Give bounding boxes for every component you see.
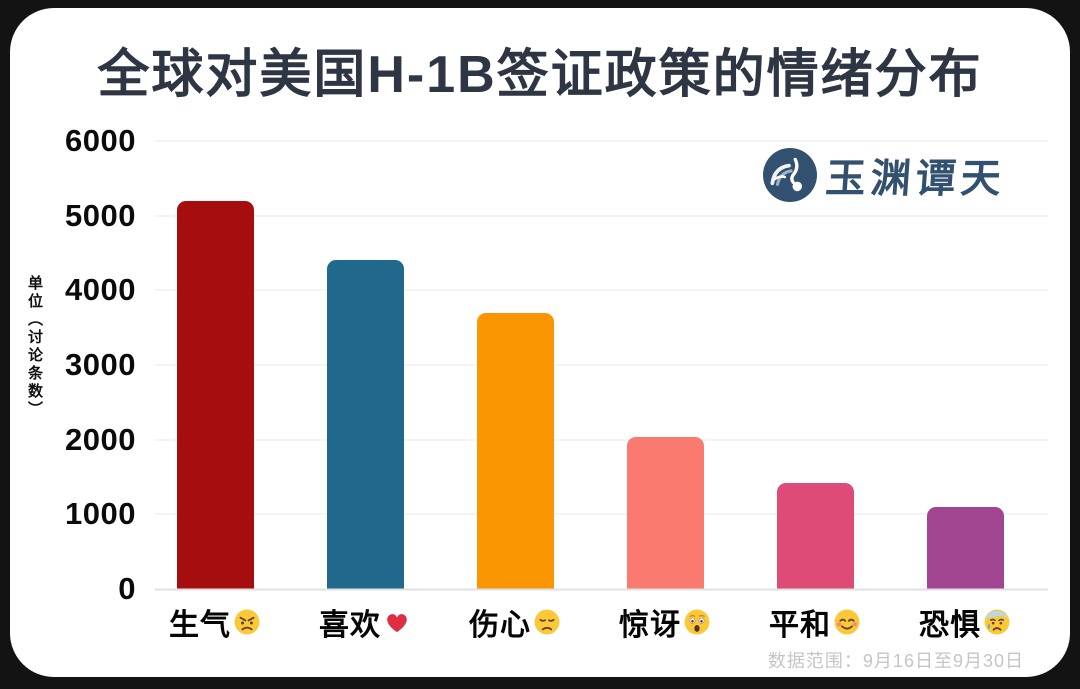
bar-red-heart xyxy=(326,260,404,589)
x-category-label: 惊讶 xyxy=(590,600,740,644)
bar-column-astonished-face: 惊讶 xyxy=(590,141,740,642)
red-heart-emoji-icon xyxy=(383,608,411,636)
category-text-disappointed-face: 伤心 xyxy=(469,609,531,642)
gridline-4000 xyxy=(155,289,1048,291)
anxious-face-with-sweat-emoji-icon xyxy=(983,608,1011,636)
y-tick-label-0: 0 xyxy=(118,571,136,606)
yuyuan-tantian-logo-icon xyxy=(763,148,817,202)
y-tick-label-1000: 1000 xyxy=(65,496,136,532)
chart-card: 全球对美国H-1B签证政策的情绪分布 玉渊谭天 单位（讨论条数） 0 1000 20… xyxy=(10,8,1070,677)
x-category-label: 伤心 xyxy=(440,600,590,644)
category-text-red-heart: 喜欢 xyxy=(319,609,381,642)
gridline-5000 xyxy=(155,215,1048,217)
bar-column-red-heart: 喜欢 xyxy=(290,141,440,642)
x-category-label: 平和 xyxy=(740,600,890,644)
bar-angry-face xyxy=(176,201,254,589)
y-tick-label-3000: 3000 xyxy=(65,347,136,382)
astonished-face-emoji-icon xyxy=(683,608,711,636)
bar-column-anxious-face-with-sweat: 恐惧 xyxy=(890,141,1040,642)
bar-column-angry-face: 生气 xyxy=(140,141,290,642)
data-range-note: 数据范围：9月16日至9月30日 xyxy=(767,651,1024,671)
bar-anxious-face-with-sweat xyxy=(926,506,1004,589)
angry-face-emoji-icon xyxy=(233,608,261,636)
bars-container: 生气 喜欢 伤心 惊讶 平和 恐惧 xyxy=(140,141,1040,642)
gridline-2000 xyxy=(155,439,1048,441)
plot-area xyxy=(155,140,1048,591)
x-category-label: 喜欢 xyxy=(290,600,440,644)
x-category-label: 恐惧 xyxy=(890,600,1040,644)
gridline-6000 xyxy=(155,140,1048,142)
gridline-0 xyxy=(155,588,1048,591)
category-text-anxious-face-with-sweat: 恐惧 xyxy=(919,609,981,642)
y-tick-label-6000: 6000 xyxy=(65,123,136,158)
y-axis-title: 单位（讨论条数） xyxy=(26,275,43,419)
category-text-angry-face: 生气 xyxy=(169,609,231,642)
gridline-3000 xyxy=(155,364,1048,366)
y-tick-label-2000: 2000 xyxy=(65,421,136,457)
bar-astonished-face xyxy=(626,437,704,589)
disappointed-face-emoji-icon xyxy=(533,608,561,636)
category-text-astonished-face: 惊讶 xyxy=(619,609,681,642)
gridline-1000 xyxy=(155,513,1048,515)
category-text-smiling-face-with-smiling-eyes: 平和 xyxy=(769,609,831,642)
bar-disappointed-face xyxy=(476,313,554,589)
bar-column-smiling-face-with-smiling-eyes: 平和 xyxy=(740,141,890,642)
chart-title: 全球对美国H-1B签证政策的情绪分布 xyxy=(97,46,983,104)
bar-smiling-face-with-smiling-eyes xyxy=(776,483,854,589)
y-axis-tick-labels: 0 1000 2000 3000 4000 5000 6000 xyxy=(10,123,136,606)
y-tick-label-4000: 4000 xyxy=(65,272,136,308)
smiling-face-with-smiling-eyes-emoji-icon xyxy=(833,608,861,636)
y-tick-label-5000: 5000 xyxy=(65,197,136,233)
brand-watermark: 玉渊谭天 xyxy=(763,146,1007,204)
x-category-label: 生气 xyxy=(140,600,290,644)
bar-column-disappointed-face: 伤心 xyxy=(440,141,590,642)
